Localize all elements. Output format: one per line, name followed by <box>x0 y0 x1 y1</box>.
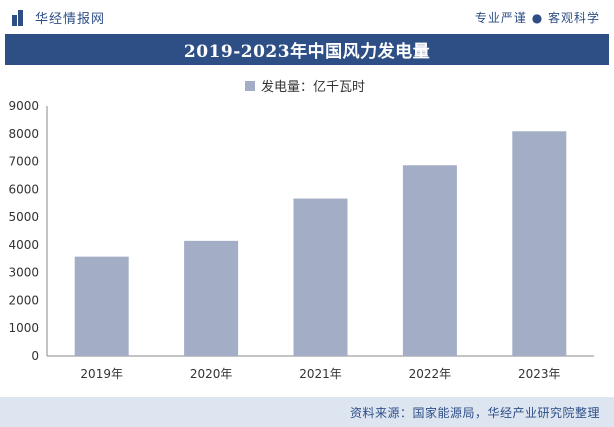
x-tick-label: 2021年 <box>299 367 342 381</box>
y-tick-label: 8000 <box>8 127 39 141</box>
source-note: 资料来源：国家能源局，华经产业研究院整理 <box>349 406 600 420</box>
top-bar: 华经情报网 专业严谨 ● 客观科学 <box>0 0 614 34</box>
y-tick-label: 2000 <box>8 293 39 307</box>
y-tick-label: 3000 <box>8 266 39 280</box>
chart-title: 2019-2023年中国风力发电量 <box>183 42 431 62</box>
y-tick-label: 0 <box>31 349 39 363</box>
y-tick-label: 4000 <box>8 238 39 252</box>
brand-name: 华经情报网 <box>35 12 106 27</box>
x-tick-label: 2020年 <box>190 367 233 381</box>
bar <box>74 256 129 356</box>
bar <box>402 165 457 356</box>
y-tick-label: 6000 <box>8 182 39 196</box>
title-bar: 2019-2023年中国风力发电量 <box>5 34 609 65</box>
bar <box>184 240 239 356</box>
x-tick-label: 2019年 <box>80 367 123 381</box>
legend: 发电量：亿千瓦时 <box>245 76 365 95</box>
y-tick-label: 7000 <box>8 155 39 169</box>
legend-label: 发电量：亿千瓦时 <box>261 80 366 95</box>
bar <box>293 198 348 356</box>
y-tick-label: 5000 <box>8 210 39 224</box>
y-tick-label: 1000 <box>8 321 39 335</box>
y-tick-label: 9000 <box>8 99 39 113</box>
slogan: 专业严谨 ● 客观科学 <box>474 11 600 25</box>
brand: 华经情报网 <box>12 8 105 27</box>
x-tick-label: 2023年 <box>518 367 561 381</box>
x-tick-label: 2022年 <box>409 367 452 381</box>
footer: 资料来源：国家能源局，华经产业研究院整理 <box>0 397 614 427</box>
bars-logo-icon <box>12 9 28 26</box>
bar <box>512 131 567 356</box>
legend-swatch <box>245 80 255 91</box>
